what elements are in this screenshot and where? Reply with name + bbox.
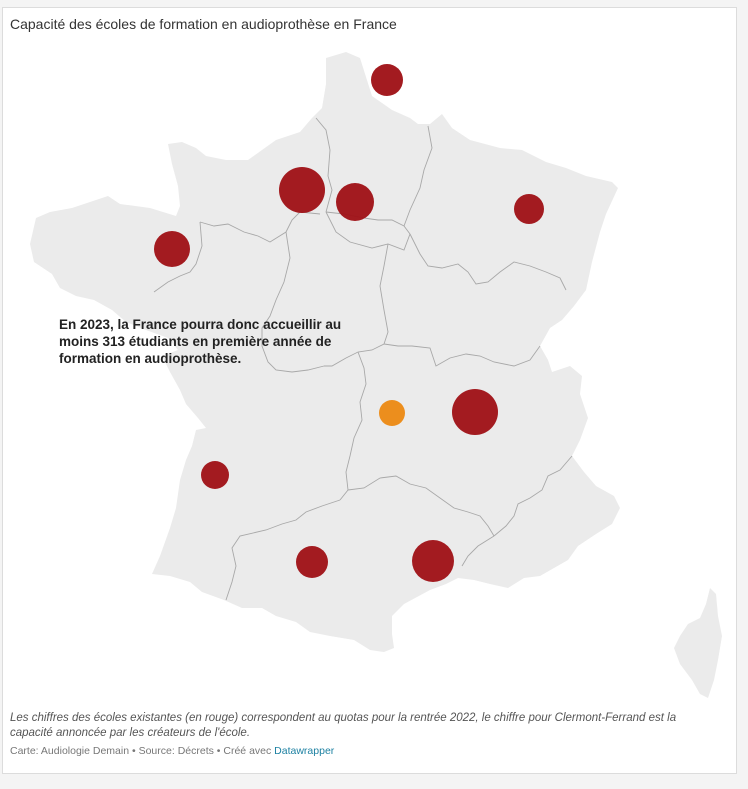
corsica-shape bbox=[674, 588, 722, 698]
marker-lyon[interactable] bbox=[452, 389, 498, 435]
byline-separator: • bbox=[213, 745, 224, 757]
marker-clermont-ferrand[interactable] bbox=[379, 400, 405, 426]
marker-bordeaux[interactable] bbox=[201, 461, 229, 489]
source-credit: Source: Décrets bbox=[138, 745, 214, 757]
byline-separator: • bbox=[129, 745, 139, 757]
marker-paris[interactable] bbox=[336, 183, 374, 221]
mainland-france-shape bbox=[30, 52, 620, 652]
chart-notes: Les chiffres des écoles existantes (en r… bbox=[10, 712, 677, 739]
map-credit: Carte: Audiologie Demain bbox=[10, 745, 130, 757]
region-borders bbox=[153, 117, 573, 601]
datawrapper-link[interactable]: Datawrapper bbox=[274, 745, 335, 757]
map-annotation: En 2023, la France pourra donc accueilli… bbox=[59, 317, 342, 366]
chart-byline: Carte: Audiologie Demain • Source: Décre… bbox=[10, 745, 334, 757]
created-with-label: Créé avec bbox=[223, 745, 275, 757]
chart-title: Capacité des écoles de formation en audi… bbox=[10, 16, 397, 32]
marker-nancy[interactable] bbox=[514, 194, 544, 224]
marker-lille[interactable] bbox=[371, 64, 403, 96]
school-markers bbox=[154, 64, 544, 582]
marker-montpellier[interactable] bbox=[412, 540, 454, 582]
marker-rouen[interactable] bbox=[279, 167, 325, 213]
marker-rennes[interactable] bbox=[154, 231, 190, 267]
marker-toulouse[interactable] bbox=[296, 546, 328, 578]
